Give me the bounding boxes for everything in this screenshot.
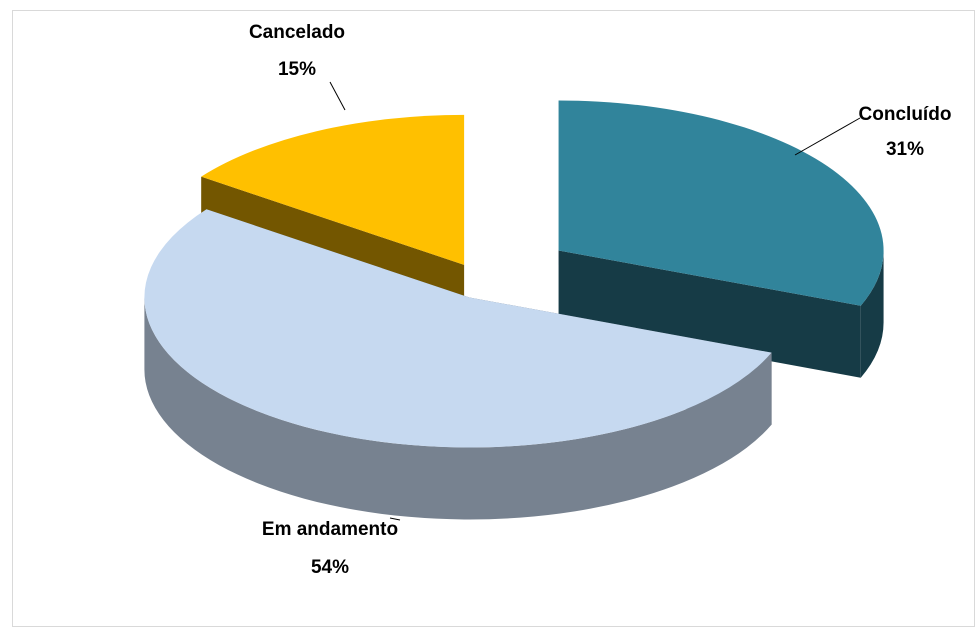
slice-label: Em andamento [262,519,398,540]
pie-slice [144,209,772,448]
slice-label: Concluído [859,104,952,125]
slice-side [558,250,861,378]
pie-slice [201,114,465,265]
pie-slice [558,100,884,306]
leader-line [329,81,346,111]
slice-wall [144,297,772,520]
slice-value-label: 31% [886,139,924,160]
slice-label: Cancelado [249,22,345,43]
leader-line [389,517,401,521]
slice-wall [860,250,884,378]
slice-value-label: 54% [311,557,349,578]
slice-value-label: 15% [278,59,316,80]
leader-line [794,117,861,156]
